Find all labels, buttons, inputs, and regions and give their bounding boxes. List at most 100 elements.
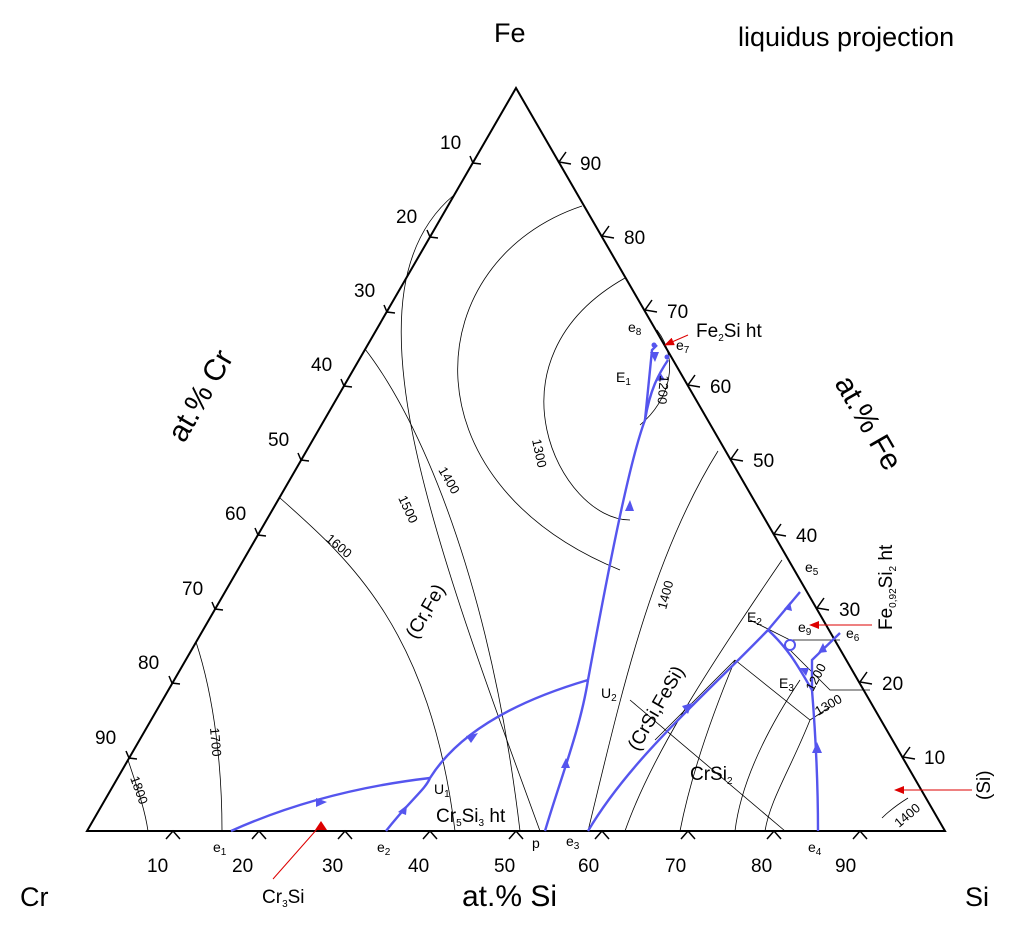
label-e6: e6 xyxy=(846,625,860,644)
bottom-tick-70: 70 xyxy=(665,856,686,877)
arrow-e8-e1 xyxy=(650,352,659,362)
arrow-e4-e3 xyxy=(812,742,822,753)
arrow-e2-e3 xyxy=(800,668,809,676)
iso-1500: 1500 xyxy=(395,493,421,526)
right-axis-tick-labels: 90 80 70 60 50 40 30 20 10 xyxy=(580,154,945,769)
isotherm-1400-main xyxy=(400,194,541,832)
line-e6-e3pt xyxy=(810,632,841,690)
line-e2-u1 xyxy=(385,777,432,832)
line-p-u2 xyxy=(543,679,590,832)
bottom-axis-ticks xyxy=(165,829,868,840)
left-tick-10: 10 xyxy=(440,133,461,154)
arrow-e7-e1 xyxy=(655,372,665,381)
right-tick-10: 10 xyxy=(924,748,945,769)
isotherm-labels: 1800 1700 1600 1500 1400 1300 1200 1400 … xyxy=(127,375,923,831)
isotherm-crsi2-b xyxy=(679,659,736,832)
arrow-e6-e3 xyxy=(818,643,827,653)
iso-1300-right: 1300 xyxy=(812,691,845,718)
label-E3: E3 xyxy=(779,675,794,694)
left-tick-90: 90 xyxy=(95,728,116,749)
triangle-frame xyxy=(85,86,947,832)
right-tick-80: 80 xyxy=(624,228,645,249)
arrow-u1-u2 xyxy=(466,733,478,743)
tie-line-crsi xyxy=(654,659,736,741)
right-tick-60: 60 xyxy=(710,377,731,398)
bottom-tick-50: 50 xyxy=(494,856,515,877)
label-fe092si2-ht: Fe0,92Si2 ht xyxy=(876,544,899,630)
fe2si-leader xyxy=(664,334,689,346)
bottom-tick-90: 90 xyxy=(835,856,856,877)
iso-1200-top: 1200 xyxy=(654,375,671,405)
phase-cr5si3: Cr5Si3 ht xyxy=(436,806,506,829)
bottom-tick-40: 40 xyxy=(408,856,429,877)
right-tick-40: 40 xyxy=(796,526,817,547)
arrow-e3-e2 xyxy=(682,703,692,714)
line-e2-e5 xyxy=(767,591,801,631)
bottom-tick-10: 10 xyxy=(147,856,168,877)
line-u2-e1 xyxy=(586,419,647,681)
label-e1: e1 xyxy=(213,839,227,858)
label-si-solid: (Si) xyxy=(974,770,995,800)
iso-1700: 1700 xyxy=(207,727,224,757)
e9-marker xyxy=(784,639,796,651)
left-tick-70: 70 xyxy=(182,579,203,600)
cr3si-leader xyxy=(272,827,319,880)
bottom-tick-80: 80 xyxy=(751,856,772,877)
arrow-e1-u1 xyxy=(316,798,327,807)
arrow-e5-e2 xyxy=(784,602,792,611)
isotherm-1500 xyxy=(364,348,521,832)
right-tick-30: 30 xyxy=(839,600,860,621)
right-axis-title: at.% Fe xyxy=(828,370,908,476)
label-U2: U2 xyxy=(601,685,617,704)
left-tick-40: 40 xyxy=(311,355,332,376)
label-cr3si: Cr3Si xyxy=(262,887,305,910)
arrow-u2-e1 xyxy=(625,500,634,511)
iso-1600: 1600 xyxy=(323,531,355,561)
e8-dot xyxy=(651,342,657,348)
iso-1400-si: 1400 xyxy=(891,800,923,830)
iso-1300: 1300 xyxy=(529,438,550,469)
label-e7: e7 xyxy=(676,337,690,356)
phase-cr-fe: (Cr,Fe) xyxy=(402,581,450,643)
bottom-axis-tick-labels: 10 20 30 40 50 60 70 80 90 xyxy=(147,856,856,877)
monovariant-arrows xyxy=(316,352,827,815)
label-U1: U1 xyxy=(434,781,450,800)
isotherm-1400-si xyxy=(881,797,909,819)
label-E1: E1 xyxy=(616,369,631,388)
bottom-tick-20: 20 xyxy=(232,856,253,877)
isotherm-1600 xyxy=(279,497,456,832)
isotherm-crsi2-d xyxy=(764,719,811,832)
label-fe2si-ht: Fe2Si ht xyxy=(696,321,762,344)
isotherm-1800 xyxy=(127,759,149,832)
diagram-title: liquidus projection xyxy=(738,22,954,52)
bottom-tick-60: 60 xyxy=(578,856,599,877)
e7-dot xyxy=(664,354,670,360)
invariant-point-labels: e1 e2 e3 e4 e5 e6 e7 e8 e9 E1 E2 E3 U1 U… xyxy=(213,319,860,858)
isotherm-1300-inner xyxy=(543,277,631,521)
right-tick-70: 70 xyxy=(667,302,688,323)
label-E2: E2 xyxy=(747,609,762,628)
isotherm-1200-top xyxy=(639,329,671,426)
isotherm-1700 xyxy=(195,641,223,832)
arrow-e2-u1 xyxy=(398,805,407,815)
right-axis-ticks xyxy=(557,151,916,760)
cr3si-marker xyxy=(315,821,327,830)
label-e8: e8 xyxy=(628,319,642,338)
line-e4-e3pt xyxy=(810,689,820,832)
bottom-axis-title: at.% Si xyxy=(462,880,557,913)
isotherm-1400-mid xyxy=(587,450,719,832)
isotherm-connector-a xyxy=(749,619,840,641)
line-u1-u2 xyxy=(428,678,589,779)
right-tick-50: 50 xyxy=(753,451,774,472)
label-e3: e3 xyxy=(566,833,580,852)
tie-line-crsi2 xyxy=(629,699,786,832)
label-p: p xyxy=(532,835,540,851)
left-axis-ticks xyxy=(125,155,482,760)
left-tick-30: 30 xyxy=(354,281,375,302)
arrow-p-u2 xyxy=(561,758,570,768)
label-e9: e9 xyxy=(798,619,812,638)
iso-1400-left: 1400 xyxy=(435,464,462,497)
corner-cr-label: Cr xyxy=(20,882,49,912)
label-e5: e5 xyxy=(805,559,819,578)
